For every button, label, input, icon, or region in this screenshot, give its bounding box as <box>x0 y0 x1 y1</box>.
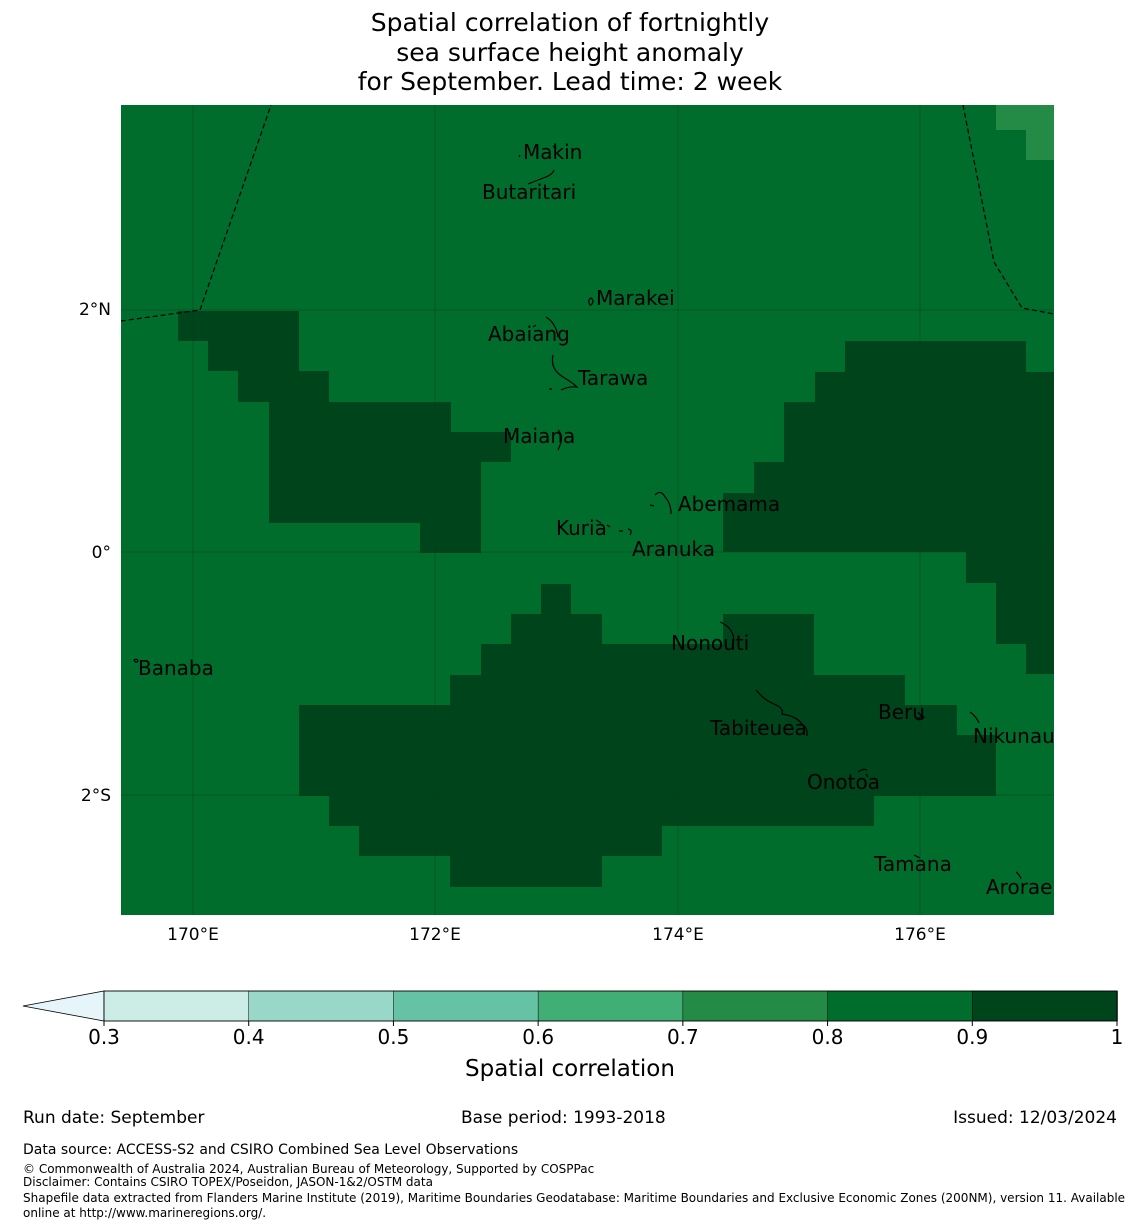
shapefile-credit-line-2: online at http://www.marineregions.org/. <box>23 1206 267 1220</box>
colorbar-tick-label: 0.6 <box>522 1025 554 1049</box>
colorbar-frame <box>103 990 1118 1022</box>
colorbar: 0.3 0.4 0.5 0.6 0.7 0.8 0.9 1 Spatial correlati… <box>22 990 1123 1082</box>
nonouti-outline <box>719 621 735 646</box>
lon-label-174e: 174°E <box>652 925 704 945</box>
colorbar-segment <box>537 990 684 1022</box>
island-label-aranuka: Aranuka <box>632 537 715 561</box>
colorbar-tick-label: 0.4 <box>233 1025 265 1049</box>
island-label-banaba: Banaba <box>138 656 214 680</box>
tamana-outline <box>913 854 921 859</box>
colorbar-segment <box>827 990 974 1022</box>
latitude-labels: 2°N 0° 2°S <box>79 300 111 806</box>
beru-outline <box>915 711 925 721</box>
island-label-tarawa: Tarawa <box>577 366 648 390</box>
island-label-abemama: Abemama <box>678 492 780 516</box>
colorbar-tick-label: 0.9 <box>956 1025 988 1049</box>
island-label-tamana: Tamana <box>873 852 952 876</box>
colorbar-tick-label: 0.3 <box>88 1025 120 1049</box>
lon-label-176e: 176°E <box>894 925 946 945</box>
colorbar-segment <box>972 990 1118 1022</box>
colorbar-tick-label: 0.5 <box>378 1025 410 1049</box>
title-line-3: for September. Lead time: 2 week <box>357 67 783 96</box>
colorbar-tick-label: 0.7 <box>667 1025 699 1049</box>
colorbar-segment <box>682 990 829 1022</box>
abaiang-outline <box>532 316 559 338</box>
colorbar-extend-arrow <box>22 990 105 1022</box>
island-label-abaiang: Abaiang <box>488 322 570 346</box>
title-line-1: Spatial correlation of fortnightly <box>370 8 770 37</box>
colorbar-segments <box>103 990 1118 1022</box>
issued-date: Issued: 12/03/2024 <box>953 1108 1117 1128</box>
graticule <box>121 105 1054 915</box>
island-label-tabiteuea: Tabiteuea <box>709 716 807 740</box>
arorae-outline <box>1015 871 1022 880</box>
island-label-butaritari: Butaritari <box>482 180 576 204</box>
disclaimer: Disclaimer: Contains CSIRO TOPEX/Poseido… <box>23 1175 433 1189</box>
chart-title: Spatial correlation of fortnightly sea s… <box>0 8 1140 97</box>
lat-label-2n: 2°N <box>79 300 111 320</box>
banaba-outline <box>133 658 139 663</box>
lat-label-2s: 2°S <box>81 786 111 806</box>
island-label-kuria: Kuria <box>556 516 607 540</box>
data-source: Data source: ACCESS-S2 and CSIRO Combine… <box>23 1142 519 1158</box>
base-period: Base period: 1993-2018 <box>461 1108 666 1128</box>
island-label-nikunau: Nikunau <box>973 724 1055 748</box>
kuria-outline <box>595 519 611 528</box>
onotoa-outline <box>857 768 869 778</box>
marakei-outline <box>588 297 594 306</box>
colorbar-segment <box>248 990 395 1022</box>
abemama-outline <box>649 491 672 515</box>
colorbar-tick-label: 1 <box>1111 1025 1124 1049</box>
colorbar-label: Spatial correlation <box>465 1056 675 1082</box>
maiana-outline <box>557 429 563 451</box>
run-date: Run date: September <box>23 1108 205 1128</box>
island-label-marakei: Marakei <box>596 286 675 310</box>
longitude-labels: 170°E 172°E 174°E 176°E <box>167 925 946 945</box>
lon-label-172e: 172°E <box>409 925 461 945</box>
tabiteuea-outline <box>755 689 808 737</box>
island-labels: Makin Butaritari Marakei Abaiang Tarawa … <box>138 140 1055 899</box>
high-correlation-region-east <box>723 341 1054 674</box>
nikunau-outline <box>969 711 980 724</box>
makin-outline <box>518 145 557 158</box>
butaritari-outline <box>527 169 555 185</box>
island-label-arorae: Arorae <box>986 875 1052 899</box>
copyright: © Commonwealth of Australia 2024, Austra… <box>23 1162 595 1176</box>
island-label-nonouti: Nonouti <box>671 631 749 655</box>
island-outlines <box>133 145 1022 880</box>
tarawa-outline <box>549 354 579 391</box>
colorbar-ticks: 0.3 0.4 0.5 0.6 0.7 0.8 0.9 1 <box>88 1021 1123 1049</box>
eez-boundary <box>120 104 1055 322</box>
island-label-onotoa: Onotoa <box>807 770 880 794</box>
colorbar-segment <box>103 990 250 1022</box>
map-plot-area: Makin Butaritari Marakei Abaiang Tarawa … <box>120 104 1055 915</box>
colorbar-tick-label: 0.8 <box>812 1025 844 1049</box>
island-label-beru: Beru <box>878 700 925 724</box>
correlation-cell-0.7-0.8 <box>1026 130 1054 160</box>
correlation-cell-0.7-0.8 <box>996 105 1054 130</box>
colorbar-segment <box>393 990 539 1022</box>
high-correlation-region-west <box>178 311 511 553</box>
lon-label-170e: 170°E <box>167 925 219 945</box>
aranuka-outline <box>619 528 632 536</box>
title-line-2: sea surface height anomaly <box>396 37 744 67</box>
high-correlation-region-south <box>299 584 996 887</box>
island-label-makin: Makin <box>523 140 582 164</box>
island-label-maiana: Maiana <box>503 424 575 448</box>
lat-label-0: 0° <box>92 543 111 563</box>
shapefile-credit-line-1: Shapefile data extracted from Flanders M… <box>23 1191 1126 1205</box>
